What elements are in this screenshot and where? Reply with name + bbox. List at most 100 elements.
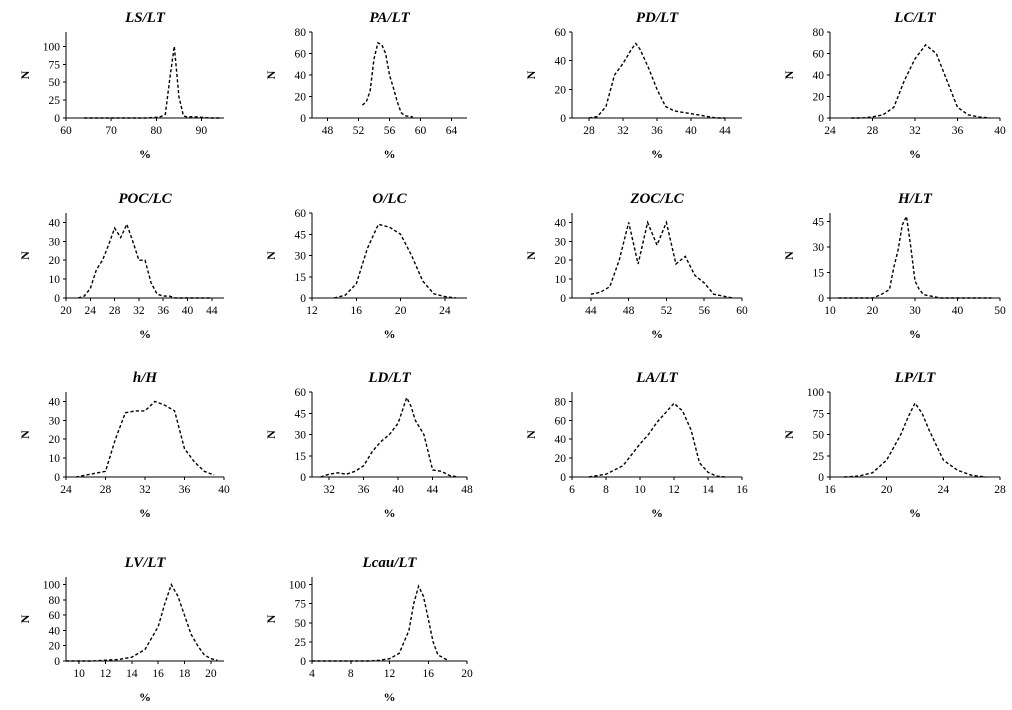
y-tick-label: 25 <box>49 95 61 107</box>
x-tick-label: 20 <box>867 305 879 317</box>
x-tick-label: 20 <box>205 668 217 680</box>
x-tick-label: 10 <box>634 484 646 496</box>
x-tick-label: 90 <box>196 125 208 137</box>
y-tick-label: 10 <box>555 274 567 286</box>
y-tick-label: 30 <box>813 242 825 254</box>
y-tick-label: 0 <box>818 472 824 484</box>
y-tick-label: 20 <box>555 84 567 96</box>
chart-title: h/H <box>133 370 159 386</box>
x-tick-label: 56 <box>384 125 396 137</box>
x-tick-label: 24 <box>938 484 950 496</box>
y-tick-label: 10 <box>49 453 61 465</box>
x-axis-label: % <box>651 147 663 161</box>
series-line <box>838 214 992 299</box>
chart-title: O/LC <box>372 191 407 207</box>
x-tick-label: 28 <box>109 305 121 317</box>
chart-title: ZOC/LC <box>629 191 684 207</box>
chart-panel-7: ZOC/LC 0 10 20 30 40 44 48 52 56 60% N <box>524 191 748 341</box>
y-tick-label: 50 <box>813 430 825 442</box>
chart-panel-6: O/LC 0 15 30 45 60 12 16 20 24% N <box>264 191 467 341</box>
y-tick-label: 75 <box>813 408 825 420</box>
y-tick-label: 0 <box>300 656 306 668</box>
x-tick-label: 32 <box>139 484 151 496</box>
x-axis-label: % <box>384 690 396 704</box>
y-tick-label: 80 <box>555 396 567 408</box>
series-line <box>844 401 986 478</box>
x-tick-label: 20 <box>881 484 893 496</box>
chart-panel-8: H/LT 0 15 30 45 10 20 30 40 50% N <box>782 191 1006 341</box>
x-tick-label: 14 <box>702 484 714 496</box>
x-tick-label: 40 <box>218 484 230 496</box>
chart-title: LC/LT <box>893 10 936 26</box>
chart-title: H/LT <box>897 191 933 207</box>
chart-title: LP/LT <box>894 370 936 386</box>
x-tick-label: 40 <box>994 125 1006 137</box>
y-tick-label: 60 <box>49 610 61 622</box>
x-tick-label: 24 <box>439 305 451 317</box>
x-tick-label: 60 <box>415 125 427 137</box>
y-tick-label: 0 <box>560 472 566 484</box>
y-axis-label: N <box>782 70 796 79</box>
x-tick-label: 28 <box>583 125 595 137</box>
x-tick-label: 20 <box>461 668 473 680</box>
y-tick-label: 20 <box>555 453 567 465</box>
x-tick-label: 16 <box>824 484 836 496</box>
y-tick-label: 40 <box>555 56 567 68</box>
chart-panel-4: LC/LT 0 20 40 60 80 24 28 32 36 40% N <box>782 10 1006 161</box>
x-tick-label: 8 <box>603 484 609 496</box>
y-tick-label: 45 <box>295 408 307 420</box>
x-tick-label: 40 <box>952 305 964 317</box>
y-axis-label: N <box>18 614 32 623</box>
y-tick-label: 20 <box>49 255 61 267</box>
x-tick-label: 14 <box>126 668 138 680</box>
chart-panel-2: PA/LT 0 20 40 60 80 48 52 56 60 64% N <box>264 10 467 161</box>
x-axis-label: % <box>384 327 396 341</box>
y-tick-label: 80 <box>295 27 307 39</box>
y-tick-label: 0 <box>300 293 306 305</box>
x-axis-label: % <box>909 506 921 520</box>
series-line <box>320 395 459 478</box>
x-tick-label: 32 <box>617 125 629 137</box>
y-tick-label: 60 <box>295 387 307 399</box>
y-axis-label: N <box>264 70 278 79</box>
y-tick-label: 60 <box>295 208 307 220</box>
x-tick-label: 56 <box>698 305 710 317</box>
x-tick-label: 12 <box>100 668 112 680</box>
chart-title: LV/LT <box>124 555 167 571</box>
x-tick-label: 16 <box>152 668 164 680</box>
y-tick-label: 20 <box>49 641 61 653</box>
chart-panel-1: LS/LT 0 25 50 75 100 60 70 80 90% N <box>18 10 224 161</box>
x-axis-label: % <box>384 506 396 520</box>
y-tick-label: 0 <box>54 472 60 484</box>
y-tick-label: 0 <box>300 472 306 484</box>
x-tick-label: 24 <box>85 305 97 317</box>
y-tick-label: 80 <box>813 27 825 39</box>
x-tick-label: 44 <box>427 484 439 496</box>
x-axis-label: % <box>139 690 151 704</box>
y-tick-label: 30 <box>295 430 307 442</box>
series-line <box>66 582 218 662</box>
x-tick-label: 52 <box>661 305 673 317</box>
y-tick-label: 25 <box>813 451 825 463</box>
x-axis-label: % <box>651 506 663 520</box>
y-tick-label: 60 <box>555 415 567 427</box>
x-tick-label: 40 <box>685 125 697 137</box>
y-tick-label: 60 <box>295 49 307 61</box>
y-tick-label: 20 <box>813 92 825 104</box>
x-tick-label: 18 <box>179 668 191 680</box>
y-tick-label: 60 <box>555 27 567 39</box>
y-tick-label: 20 <box>555 255 567 267</box>
x-tick-label: 60 <box>736 305 748 317</box>
y-tick-label: 40 <box>555 217 567 229</box>
y-tick-label: 50 <box>295 618 307 630</box>
y-tick-label: 0 <box>300 113 306 125</box>
x-tick-label: 60 <box>60 125 72 137</box>
x-tick-label: 40 <box>182 305 194 317</box>
chart-panel-9: h/H 0 10 20 30 40 24 28 32 36 40% N <box>18 370 230 520</box>
x-tick-label: 44 <box>206 305 218 317</box>
chart-panel-10: LD/LT 0 15 30 45 60 32 36 40 44 48% N <box>264 370 473 520</box>
x-tick-label: 70 <box>105 125 117 137</box>
series-line <box>590 220 733 299</box>
x-tick-label: 36 <box>157 305 169 317</box>
